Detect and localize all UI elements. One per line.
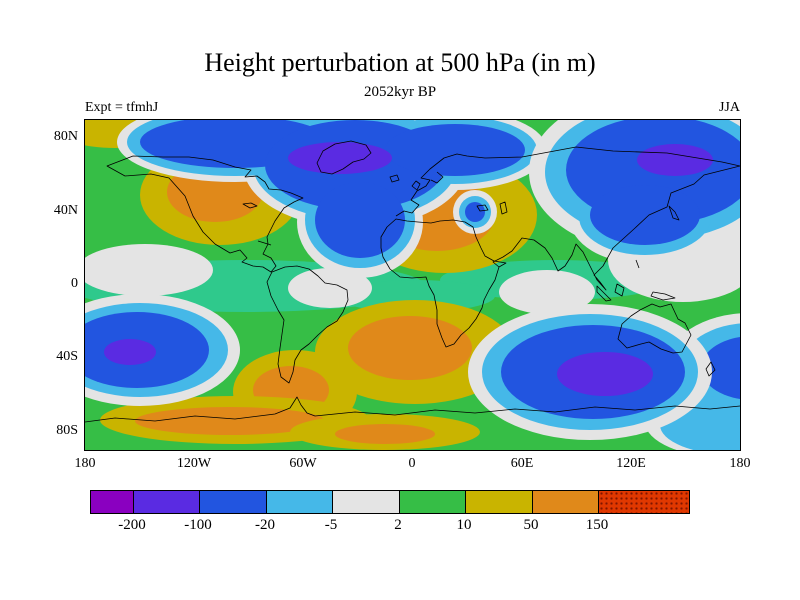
x-tick-label: 120E [616,456,646,471]
negative-anomaly-south-indian [468,304,712,440]
colorbar-segment [399,491,465,513]
negative-anomaly-south-pacific [85,294,240,406]
colorbar-label: 150 [585,517,609,533]
colorbar-label: 50 [523,517,539,533]
colorbar-segment [133,491,199,513]
colorbar-label: 10 [456,517,472,533]
season-label: JJA [718,100,740,115]
colorbar-label: -5 [324,517,338,533]
colorbar-label: -20 [255,517,275,533]
colorbar-segment-over [598,491,689,513]
colorbar-segment [332,491,399,513]
colorbar-label: 2 [394,517,402,533]
page-title: Height perturbation at 500 hPa (in m) [204,48,596,77]
map-plot-area [84,119,741,451]
colorbar-segment [532,491,598,513]
colorbar-segment [91,491,133,513]
experiment-label: Expt = tfmhJ [85,100,159,115]
colorbar-segment [465,491,532,513]
y-tick-label: 0 [71,276,78,291]
coastlines [85,140,740,423]
x-tick-label: 180 [74,456,96,471]
colorbar-segment [199,491,266,513]
colorbar-segment [266,491,332,513]
negative-anomaly-arctic [117,120,547,278]
x-tick-label: 60E [510,456,534,471]
plot-subtitle: 2052kyr BP [363,84,437,100]
contour-map [85,120,740,450]
x-tick-label: 120W [176,456,212,471]
colorbar [90,490,690,514]
colorbar-label: -200 [118,517,146,533]
y-tick-label: 40S [56,349,78,364]
colorbar-label: -100 [184,517,212,533]
negative-spot-europe [453,190,497,234]
y-tick-label: 40N [53,203,78,218]
x-tick-label: 60W [289,456,317,471]
y-tick-label: 80S [56,423,78,438]
x-tick-label: 180 [729,456,751,471]
x-tick-label: 0 [408,456,416,471]
y-tick-label: 80N [53,129,78,144]
